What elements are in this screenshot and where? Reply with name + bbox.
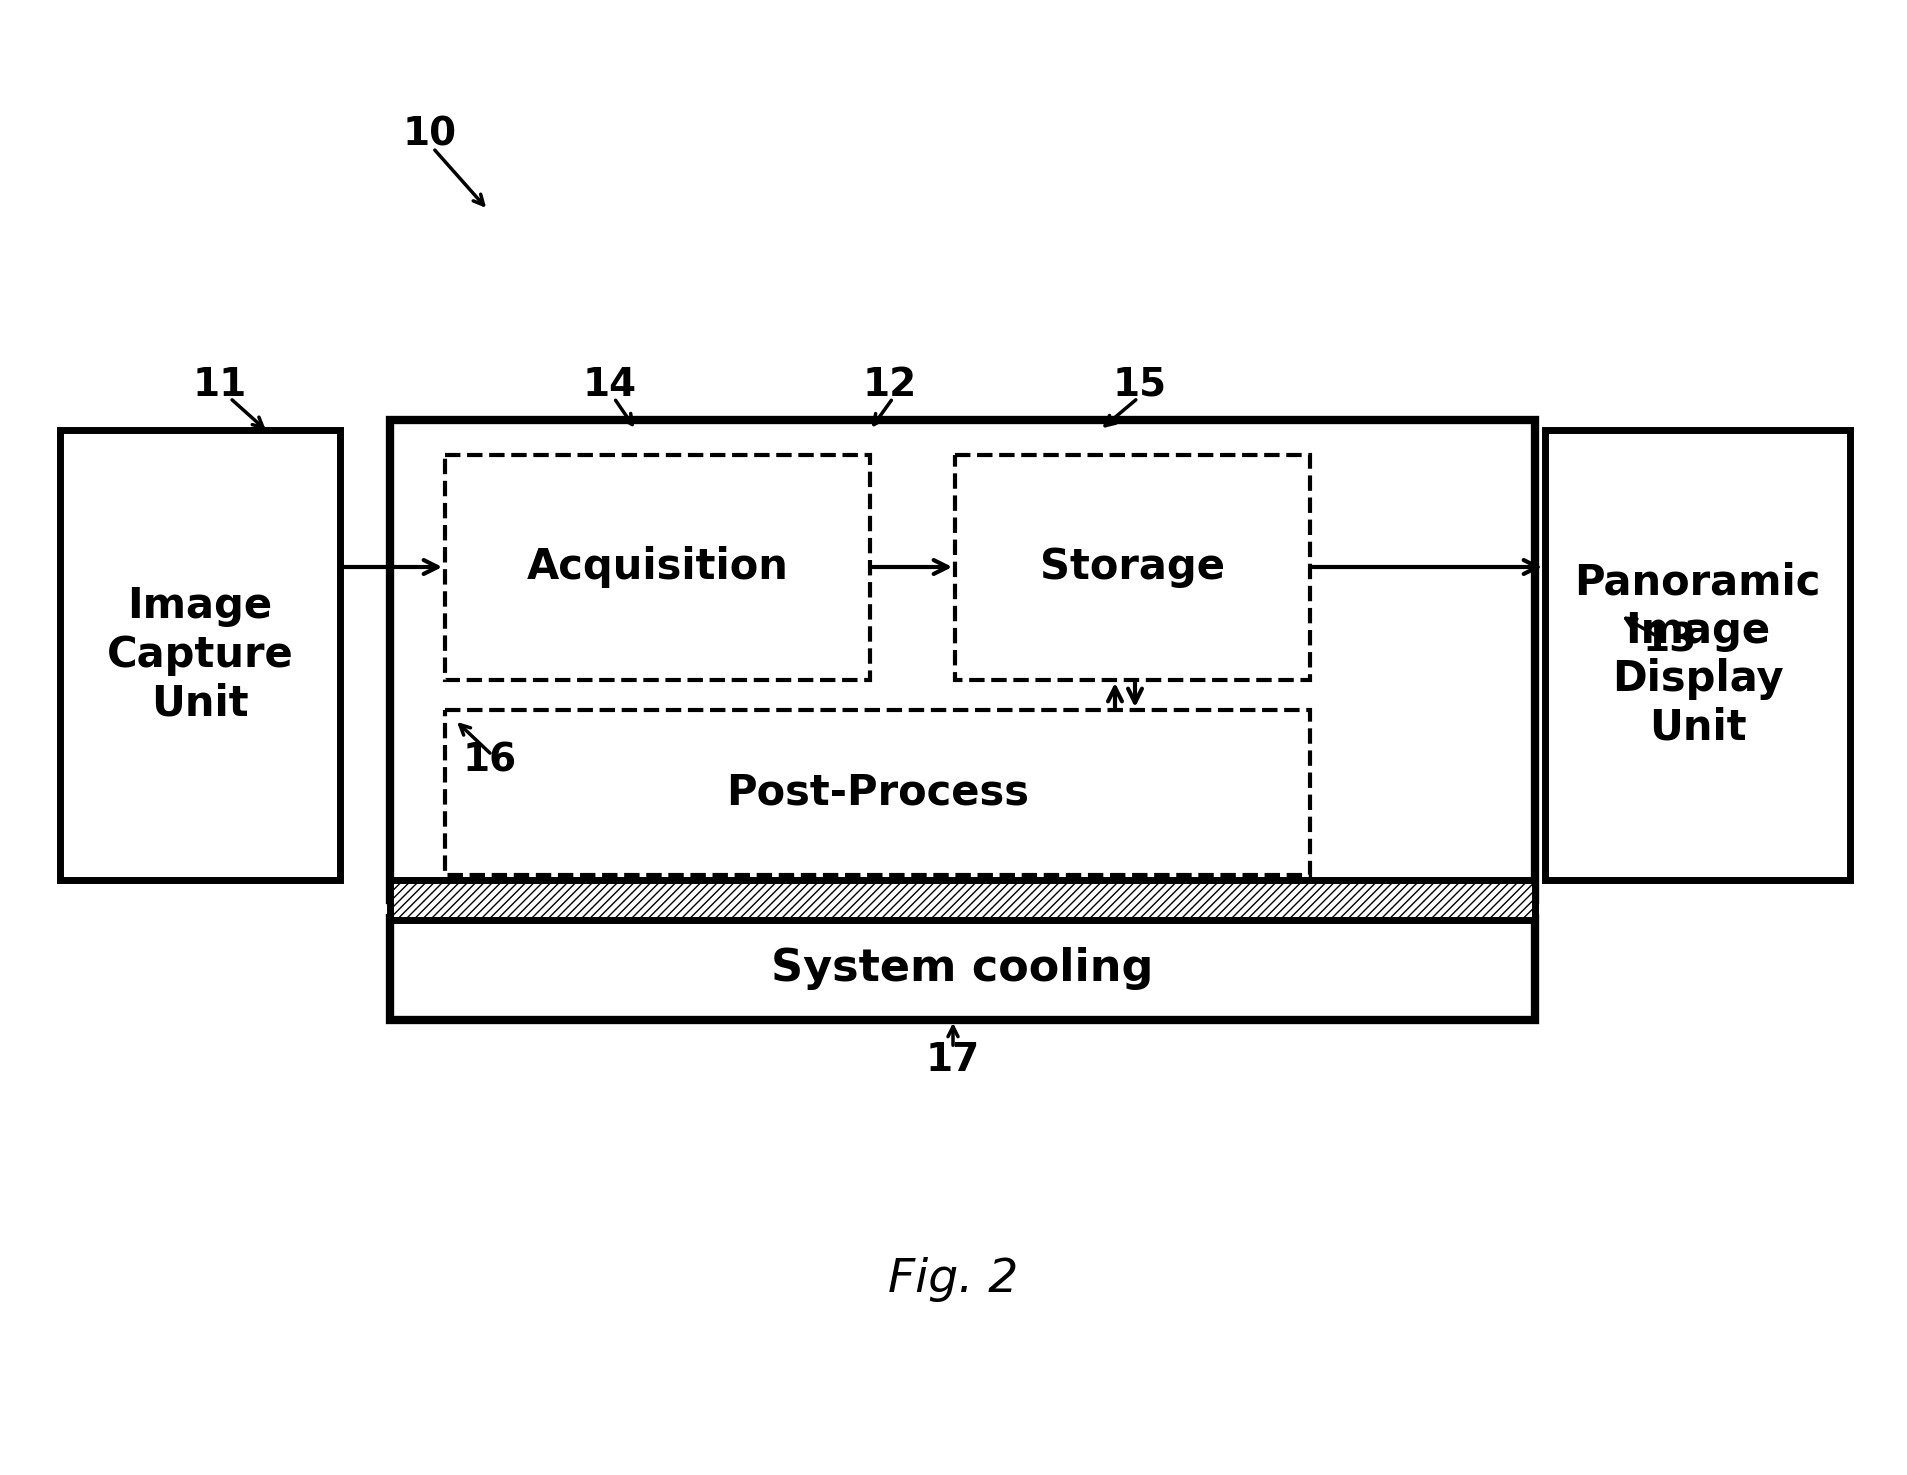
Bar (955, 454, 1310, 680)
Bar (444, 709, 1310, 875)
Text: 15: 15 (1114, 366, 1167, 404)
Text: 10: 10 (402, 117, 458, 153)
Text: 11: 11 (193, 366, 248, 404)
Bar (1545, 431, 1850, 881)
Text: 17: 17 (927, 1041, 980, 1080)
Bar (59, 431, 339, 881)
Text: 14: 14 (584, 366, 637, 404)
Text: Image
Capture
Unit: Image Capture Unit (107, 586, 294, 724)
Text: 16: 16 (463, 740, 517, 779)
Bar (391, 917, 1535, 1021)
Text: Storage: Storage (1039, 547, 1224, 589)
Text: Panoramic
Image
Display
Unit: Panoramic Image Display Unit (1575, 560, 1821, 749)
Text: 13: 13 (1642, 621, 1697, 659)
Text: Post-Process: Post-Process (727, 771, 1030, 814)
Text: System cooling: System cooling (770, 947, 1154, 991)
Text: Fig. 2: Fig. 2 (889, 1258, 1018, 1302)
Bar (391, 881, 1535, 920)
Text: 12: 12 (862, 366, 917, 404)
Text: Acquisition: Acquisition (526, 547, 788, 589)
Bar (391, 420, 1535, 900)
Bar (444, 454, 870, 680)
